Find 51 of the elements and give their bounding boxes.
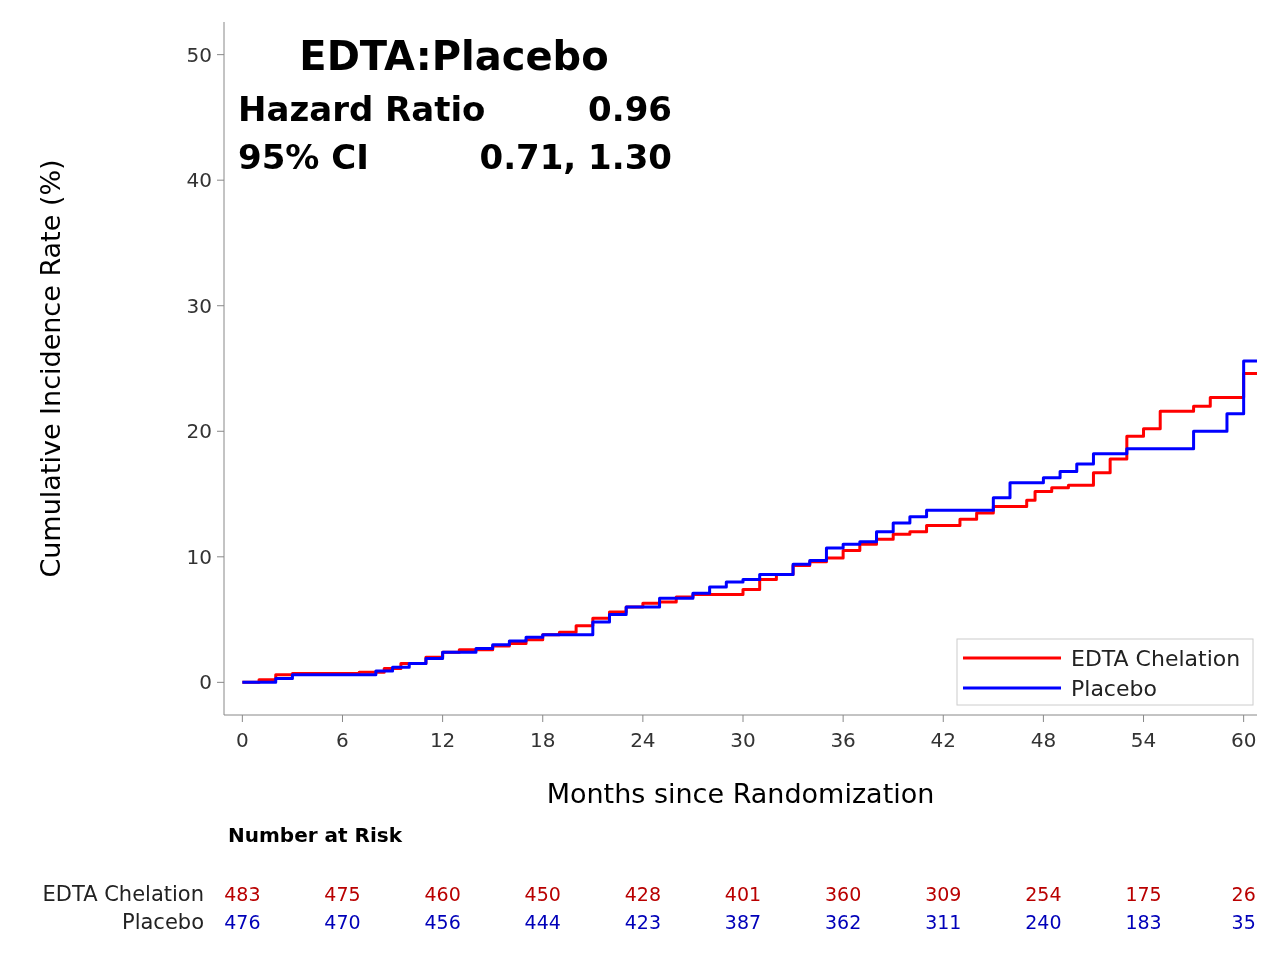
text: 423 xyxy=(624,911,662,933)
text: 309 xyxy=(925,883,962,905)
text: 475 xyxy=(324,883,361,905)
annotation: 95% CI xyxy=(238,137,369,177)
text: 428 xyxy=(624,883,662,905)
y-axis-title: Cumulative Incidence Rate (%) xyxy=(35,159,66,578)
chart-title: EDTA:Placebo xyxy=(299,33,609,79)
y-tick-label: 30 xyxy=(186,293,212,318)
text: 483 xyxy=(224,883,261,905)
y-tick-label: 40 xyxy=(186,168,212,193)
text: 175 xyxy=(1125,883,1162,905)
x-tick-label: 0 xyxy=(235,728,249,752)
x-tick-label: 30 xyxy=(730,728,756,752)
text: 311 xyxy=(925,911,962,933)
text: 444 xyxy=(524,911,561,933)
text: 460 xyxy=(424,883,461,905)
text: 35 xyxy=(1231,911,1256,933)
text: 387 xyxy=(724,911,762,933)
text: 240 xyxy=(1025,911,1062,933)
text: 456 xyxy=(424,911,461,933)
x-tick-label: 54 xyxy=(1130,728,1157,752)
text: 183 xyxy=(1125,911,1162,933)
text: 362 xyxy=(825,911,862,933)
text: 476 xyxy=(224,911,261,933)
text: 360 xyxy=(825,883,862,905)
x-axis-title: Months since Randomization xyxy=(546,778,935,809)
y-tick-label: 10 xyxy=(186,544,212,569)
annotation: 0.71, 1.30 xyxy=(479,137,672,177)
x-tick-label: 12 xyxy=(429,728,456,752)
y-tick-label: 0 xyxy=(199,670,212,695)
legend-label: EDTA Chelation xyxy=(1071,645,1241,671)
x-tick-label: 6 xyxy=(336,728,349,752)
text: 470 xyxy=(324,911,361,933)
annotation: 0.96 xyxy=(588,89,672,129)
y-tick-label: 50 xyxy=(186,42,212,67)
x-tick-label: 24 xyxy=(630,728,656,752)
text: 26 xyxy=(1231,883,1256,905)
y-tick-label: 20 xyxy=(186,419,212,444)
text: 450 xyxy=(524,883,561,905)
x-tick-label: 48 xyxy=(1030,728,1057,752)
x-tick-label: 42 xyxy=(930,728,956,752)
text: Placebo xyxy=(121,910,204,934)
x-tick-label: 36 xyxy=(830,728,856,752)
text: 254 xyxy=(1025,883,1062,905)
text: EDTA Chelation xyxy=(42,882,204,906)
text: Number at Risk xyxy=(228,823,403,847)
legend-label: Placebo xyxy=(1071,675,1157,701)
x-tick-label: 18 xyxy=(530,728,556,752)
x-tick-label: 60 xyxy=(1230,728,1257,752)
annotation: Hazard Ratio xyxy=(238,89,486,129)
text: 401 xyxy=(724,883,762,905)
